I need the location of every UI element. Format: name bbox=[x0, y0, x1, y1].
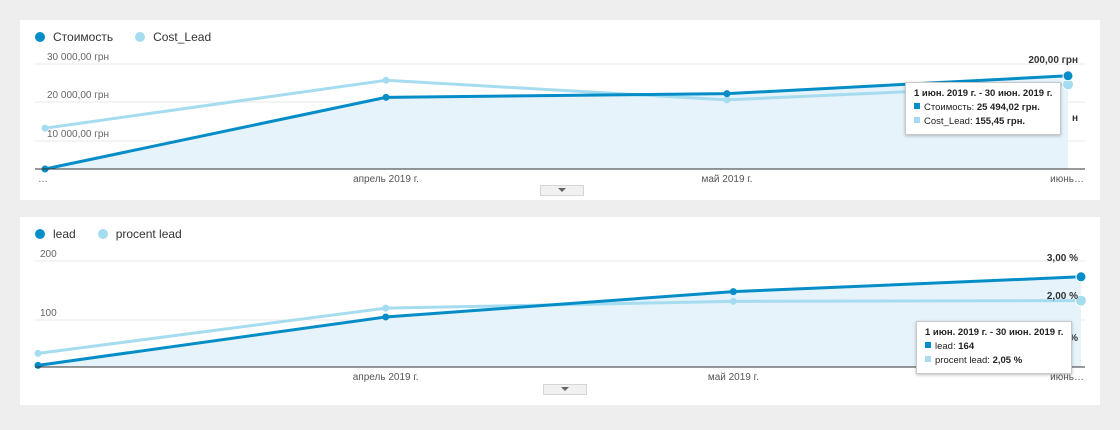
legend: Стоимость Cost_Lead bbox=[35, 30, 233, 44]
tooltip-row: Cost_Lead: 155,45 грн. bbox=[914, 115, 1052, 129]
tooltip-row-value: 155,45 грн. bbox=[975, 116, 1026, 127]
area-fill-lead bbox=[38, 276, 1081, 367]
tooltip-row: Стоимость: 25 494,02 грн. bbox=[914, 101, 1052, 115]
axis-end-label: 200,00 грн bbox=[1028, 55, 1078, 66]
tooltip-row-label: lead: bbox=[935, 341, 956, 352]
data-point-lead bbox=[1075, 271, 1087, 283]
y-tick-label: 200 bbox=[40, 249, 57, 260]
data-point-lead bbox=[34, 361, 42, 369]
area-fill-Стоимость bbox=[45, 75, 1068, 169]
chart-tooltip: 1 июн. 2019 г. - 30 июн. 2019 г. Стоимос… bbox=[905, 82, 1062, 135]
chart-panel-lead: lead procent lead 200 100 апрель 2019 г. ма… bbox=[20, 217, 1100, 405]
data-point-procent lead bbox=[382, 304, 390, 312]
legend-item-procent-lead[interactable]: procent lead bbox=[97, 227, 182, 241]
y-tick-label: 10 000,00 грн bbox=[47, 129, 109, 140]
data-point-procent lead bbox=[34, 349, 42, 357]
chart-panel-cost: Стоимость Cost_Lead 30 000,00 грн 20 000,… bbox=[20, 20, 1100, 200]
legend-item-cost[interactable]: Стоимость bbox=[35, 30, 113, 44]
x-tick-label: май 2019 г. bbox=[701, 174, 752, 185]
clipped-label: % bbox=[1069, 333, 1078, 344]
data-point-Cost_Lead bbox=[41, 124, 49, 132]
line-chart-cost[interactable]: 30 000,00 грн 20 000,00 грн 10 000,00 грн …… bbox=[20, 20, 1100, 200]
data-point-procent lead bbox=[1075, 294, 1087, 307]
y-tick-label: 100 bbox=[40, 308, 57, 319]
tooltip-row-label: Стоимость: bbox=[924, 102, 975, 113]
axis-end-label: 3,00 % bbox=[1047, 253, 1078, 264]
tooltip-row: procent lead: 2,05 % bbox=[925, 354, 1063, 368]
legend: lead procent lead bbox=[35, 227, 204, 241]
tooltip-swatch bbox=[914, 117, 920, 123]
tooltip-swatch bbox=[925, 342, 931, 348]
y-tick-label: 20 000,00 грн bbox=[47, 90, 109, 101]
chevron-down-icon bbox=[558, 188, 566, 192]
x-tick-label: … bbox=[38, 174, 48, 185]
chart-tooltip: 1 июн. 2019 г. - 30 июн. 2019 г. lead: 1… bbox=[916, 321, 1073, 374]
y-tick-label: 30 000,00 грн bbox=[47, 52, 109, 63]
tooltip-row: lead: 164 bbox=[925, 340, 1063, 354]
tooltip-swatch bbox=[925, 356, 931, 362]
data-point-lead bbox=[729, 288, 737, 296]
legend-item-cost-lead[interactable]: Cost_Lead bbox=[135, 30, 211, 44]
resize-handle[interactable] bbox=[543, 384, 587, 395]
line-chart-lead[interactable]: 200 100 апрель 2019 г. май 2019 г. июнь… 3,00… bbox=[20, 217, 1100, 405]
x-tick-label: апрель 2019 г. bbox=[353, 174, 419, 185]
tooltip-row-value: 25 494,02 грн. bbox=[976, 102, 1040, 113]
x-tick-label: май 2019 г. bbox=[708, 372, 759, 383]
tooltip-title: 1 июн. 2019 г. - 30 июн. 2019 г. bbox=[925, 327, 1064, 338]
data-point-Стоимость bbox=[382, 93, 390, 101]
legend-dot-secondary bbox=[97, 229, 108, 239]
data-point-procent lead bbox=[729, 297, 737, 305]
data-point-lead bbox=[382, 313, 390, 321]
legend-label: Стоимость bbox=[53, 30, 114, 44]
series-line-Cost_Lead bbox=[44, 78, 1069, 130]
data-point-Стоимость bbox=[1062, 70, 1074, 82]
legend-item-lead[interactable]: lead bbox=[35, 227, 76, 241]
tooltip-title: 1 июн. 2019 г. - 30 июн. 2019 г. bbox=[914, 88, 1053, 99]
clipped-label: н bbox=[1072, 113, 1078, 124]
x-tick-label: июнь… bbox=[1050, 372, 1084, 383]
legend-dot-primary bbox=[35, 229, 45, 239]
x-tick-label: июнь… bbox=[1050, 174, 1084, 185]
data-point-Cost_Lead bbox=[723, 96, 731, 104]
axis-end-label: 2,00 % bbox=[1047, 291, 1078, 302]
legend-label: lead bbox=[53, 227, 76, 241]
data-point-Стоимость bbox=[723, 90, 731, 98]
series-line-lead bbox=[37, 275, 1082, 367]
resize-handle[interactable] bbox=[540, 185, 584, 196]
legend-label: procent lead bbox=[115, 227, 182, 241]
data-point-Cost_Lead bbox=[382, 76, 390, 84]
chevron-down-icon bbox=[561, 387, 569, 391]
tooltip-swatch bbox=[914, 103, 920, 109]
tooltip-row-value: 2,05 % bbox=[992, 355, 1023, 366]
legend-dot-primary bbox=[35, 32, 45, 42]
tooltip-row-label: procent lead: bbox=[935, 355, 990, 366]
x-tick-label: апрель 2019 г. bbox=[353, 372, 419, 383]
legend-dot-secondary bbox=[135, 32, 146, 42]
series-line-Стоимость bbox=[44, 74, 1069, 171]
tooltip-row-value: 164 bbox=[958, 341, 975, 352]
legend-label: Cost_Lead bbox=[153, 30, 212, 44]
tooltip-row-label: Cost_Lead: bbox=[924, 116, 973, 127]
